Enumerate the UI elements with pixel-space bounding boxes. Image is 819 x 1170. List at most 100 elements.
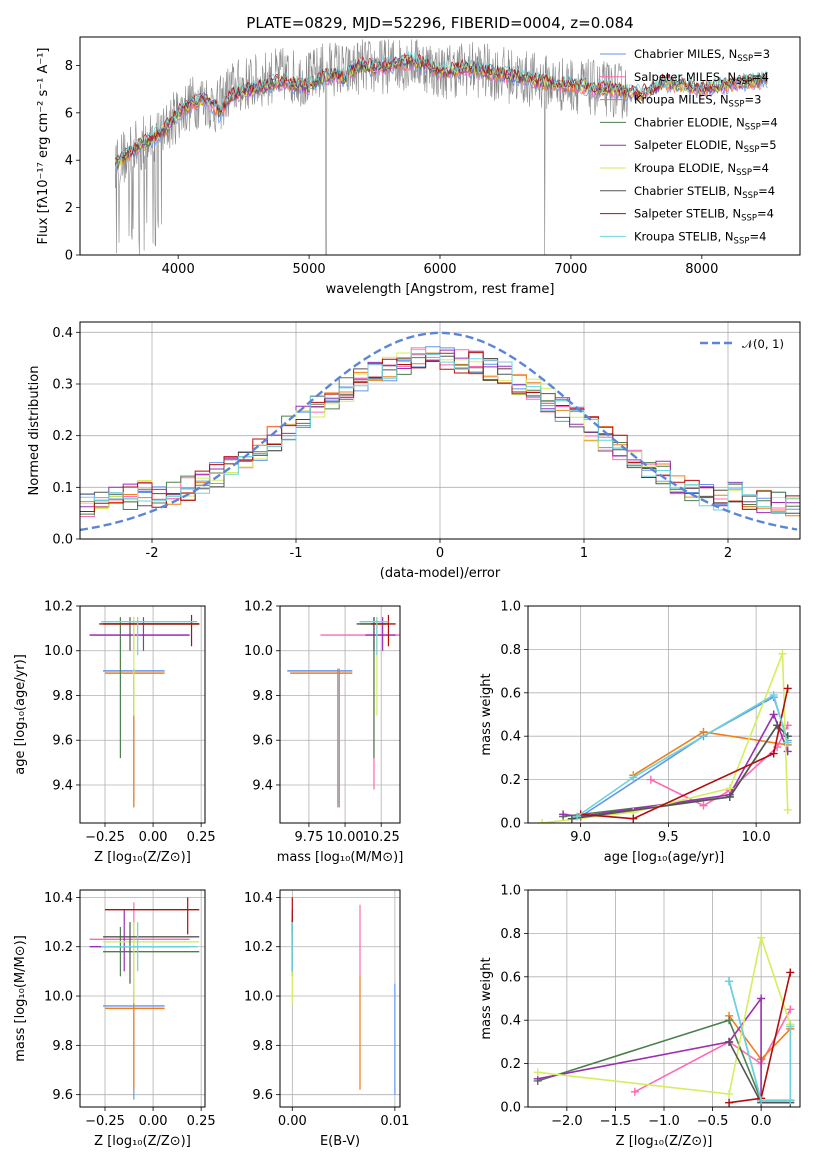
errorbar-point-6 xyxy=(103,617,200,716)
weight-marker xyxy=(725,977,734,986)
errorbar-point-9 xyxy=(359,617,389,656)
errorbar-point-8 xyxy=(105,897,200,935)
x-axis-label: wavelength [Angstrom, rest frame] xyxy=(326,282,555,297)
legend-entry: Kroupa STELIB, NSSP=4 xyxy=(634,229,766,246)
weight-series-6 xyxy=(537,934,792,1095)
x-tick-label: −0.25 xyxy=(85,1114,125,1129)
y-tick-label: 6 xyxy=(65,106,73,121)
legend-entry: Kroupa MILES, NSSP=3 xyxy=(634,93,761,110)
y-tick-label: 0.1 xyxy=(52,481,73,496)
plot-area xyxy=(89,897,200,1100)
model-spectrum-9 xyxy=(114,50,768,168)
weight-marker xyxy=(783,805,792,814)
plot-area xyxy=(291,897,396,1095)
x-axis-label: mass [log₁₀(M/M⊙)] xyxy=(277,850,404,865)
y-tick-label: 10.2 xyxy=(244,600,273,615)
y-tick-label: 0.0 xyxy=(500,817,521,832)
y-tick-label: 10.4 xyxy=(244,891,273,906)
weight-marker xyxy=(783,684,792,693)
y-tick-label: 0.2 xyxy=(500,1057,521,1072)
weight-marker xyxy=(725,1037,734,1046)
weight-marker xyxy=(769,710,778,719)
x-tick-label: 1 xyxy=(580,546,588,561)
y-tick-label: 0.6 xyxy=(500,970,521,985)
weight-marker xyxy=(786,1096,795,1105)
weight-marker xyxy=(725,792,734,801)
y-tick-label: 10.0 xyxy=(44,990,73,1005)
panel-residuals: -2 -1 0 1 2 0.0 0.1 0.2 0.3 0.4 (data-model)/error… xyxy=(27,321,801,581)
axes-frame xyxy=(79,889,206,1108)
model-spectrum-8 xyxy=(114,52,768,164)
weight-marker xyxy=(786,968,795,977)
x-tick-label: −2.0 xyxy=(551,1114,583,1129)
x-axis-label: Z [log₁₀(Z/Z⊙)] xyxy=(616,1134,713,1149)
weight-series-3 xyxy=(632,731,788,776)
errorbar-point-6 xyxy=(103,922,200,1004)
errorbar-point-1 xyxy=(287,668,353,808)
weight-marker xyxy=(757,1096,766,1105)
legend-entry: 𝒩(0, 1) xyxy=(742,337,784,351)
y-tick-label: 0.0 xyxy=(52,533,73,548)
x-tick-label: 0.25 xyxy=(187,1114,216,1129)
y-tick-label: 9.6 xyxy=(52,1088,73,1103)
x-tick-label: 2 xyxy=(724,546,732,561)
x-tick-label: 7000 xyxy=(554,262,587,277)
weight-series-9 xyxy=(576,693,789,818)
y-axis-label: Normed distribution xyxy=(27,366,42,496)
legend-entry: Salpeter ELODIE, NSSP=5 xyxy=(634,138,777,155)
weight-series-6 xyxy=(541,653,789,823)
y-tick-label: 9.8 xyxy=(52,1039,73,1054)
y-tick-label: 10.0 xyxy=(44,644,73,659)
x-tick-label: -1 xyxy=(290,546,303,561)
x-tick-label: -2 xyxy=(146,546,159,561)
weight-marker xyxy=(629,814,638,823)
y-tick-label: 0 xyxy=(65,249,73,264)
x-tick-label: 0.00 xyxy=(139,1114,168,1129)
x-tick-label: 0.0 xyxy=(751,1114,772,1129)
y-tick-label: 9.6 xyxy=(52,734,73,749)
plot-area xyxy=(533,933,795,1107)
weight-marker xyxy=(786,1005,795,1014)
panel-mass-vs-ebv: 0.00 0.01 9.6 9.8 10.0 10.2 10.4 E(B-V) xyxy=(244,889,409,1149)
errorbar-point-5 xyxy=(365,617,396,651)
weight-series-2 xyxy=(650,725,789,807)
weight-marker xyxy=(769,690,778,699)
weight-marker xyxy=(757,994,766,1003)
weight-series-7 xyxy=(571,724,789,820)
y-tick-label: 0.2 xyxy=(500,773,521,788)
axes-frame xyxy=(527,605,801,824)
weight-marker xyxy=(778,649,787,658)
y-tick-label: 0.4 xyxy=(500,1014,521,1029)
y-tick-label: 9.8 xyxy=(252,1039,273,1054)
weight-marker xyxy=(769,749,778,758)
errorbar-point-8 xyxy=(371,614,396,647)
x-tick-label: 10.00 xyxy=(326,830,363,845)
legend: 𝒩(0, 1) xyxy=(700,337,784,351)
y-tick-label: 1.0 xyxy=(500,884,521,899)
legend-entry: Chabrier STELIB, NSSP=4 xyxy=(634,184,775,201)
errorbar-point-7 xyxy=(103,922,200,984)
x-tick-label: −0.25 xyxy=(85,830,125,845)
y-tick-label: 4 xyxy=(65,154,73,169)
panel-spectrum: 4000 5000 6000 7000 8000 0 2 4 6 8 wavelength [Ang… xyxy=(36,14,801,297)
y-tick-label: 9.4 xyxy=(252,778,273,793)
plot-area xyxy=(114,39,768,255)
panel-mass-weight-vs-age: 9.0 9.5 10.0 0.0 0.2 0.4 0.6 0.8 1.0 age [log₁₀(a… xyxy=(479,600,801,865)
y-tick-label: 10.0 xyxy=(244,990,273,1005)
x-tick-label: 10.25 xyxy=(363,830,400,845)
y-tick-label: 9.8 xyxy=(52,689,73,704)
y-tick-label: 2 xyxy=(65,201,73,216)
legend-entry: Salpeter MILES, NSSP=4 xyxy=(634,70,769,87)
y-axis-label: age [log₁₀(age/yr)] xyxy=(13,654,28,775)
weight-marker xyxy=(567,814,576,823)
plot-area xyxy=(287,614,400,808)
weight-marker xyxy=(646,775,655,784)
errorbar-point-4 xyxy=(103,617,200,759)
plot-area xyxy=(538,649,792,823)
y-tick-label: 1.0 xyxy=(500,600,521,615)
weight-marker xyxy=(573,812,582,821)
x-axis-label: Z [log₁₀(Z/Z⊙)] xyxy=(94,850,191,865)
x-tick-label: 0.25 xyxy=(187,830,216,845)
axes-frame xyxy=(79,605,206,824)
